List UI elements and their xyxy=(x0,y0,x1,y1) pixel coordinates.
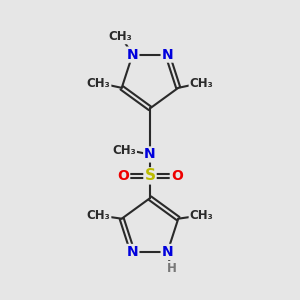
Text: O: O xyxy=(171,169,183,183)
Text: H: H xyxy=(167,262,177,275)
Text: CH₃: CH₃ xyxy=(112,143,136,157)
Text: CH₃: CH₃ xyxy=(190,77,213,90)
Text: CH₃: CH₃ xyxy=(190,209,213,222)
Text: S: S xyxy=(145,168,155,183)
Text: N: N xyxy=(162,245,173,259)
Text: CH₃: CH₃ xyxy=(87,209,110,222)
Text: CH₃: CH₃ xyxy=(87,77,110,90)
Text: N: N xyxy=(144,148,156,161)
Text: O: O xyxy=(117,169,129,183)
Text: N: N xyxy=(127,245,138,259)
Text: CH₃: CH₃ xyxy=(109,30,133,43)
Text: N: N xyxy=(162,48,173,62)
Text: N: N xyxy=(127,48,138,62)
